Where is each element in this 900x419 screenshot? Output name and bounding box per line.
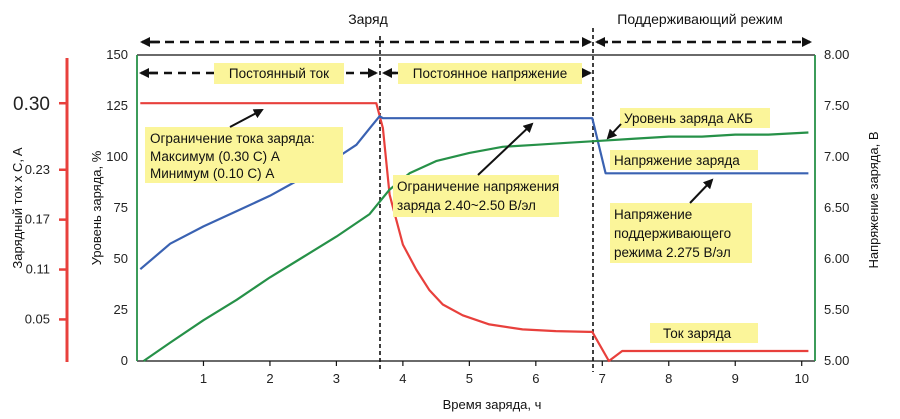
x-tick-label: 7 (599, 371, 606, 386)
level-tick-label: 25 (114, 302, 128, 317)
annotation-float-voltage: Напряжение поддерживающего режима 2.275 … (610, 178, 752, 263)
float-voltage-line-2: поддерживающего (614, 226, 731, 241)
annotation-charge-voltage: Напряжение заряда (610, 150, 758, 170)
level-tick-label: 150 (106, 47, 128, 62)
phase-cv-label: Постоянное напряжение (413, 66, 567, 81)
voltage-tick-label: 8.00 (824, 47, 849, 62)
level-series-line (142, 131, 809, 362)
x-tick-label: 8 (665, 371, 672, 386)
voltage-axis-ticks: 5.00 5.50 6.00 6.50 7.00 7.50 8.00 (824, 47, 849, 368)
current-limit-line-1: Ограничение тока заряда: (150, 131, 315, 146)
voltage-tick-label: 7.00 (824, 149, 849, 164)
x-tick-label: 1 (200, 371, 207, 386)
x-tick-label: 9 (732, 371, 739, 386)
voltage-tick-label: 5.50 (824, 302, 849, 317)
current-axis-ticks: 0.05 0.11 0.17 0.23 0.30 (13, 94, 67, 326)
series-layer (139, 102, 809, 363)
level-tick-label: 75 (114, 200, 128, 215)
header-charge: Заряд (348, 11, 388, 27)
voltage-series-line (139, 115, 809, 271)
annotation-charge-current: Ток заряда (650, 323, 758, 343)
level-axis-title: Уровень заряда, % (89, 150, 104, 265)
voltage-tick-label: 5.00 (824, 353, 849, 368)
x-tick-label: 6 (532, 371, 539, 386)
x-tick-label: 4 (399, 371, 406, 386)
voltage-tick-label: 7.50 (824, 98, 849, 113)
current-series-line (140, 102, 809, 363)
voltage-limit-line-1: Ограничение напряжения (397, 179, 559, 194)
level-tick-label: 0 (121, 353, 128, 368)
level-axis-ticks: 0 25 50 75 100 125 150 (106, 47, 128, 368)
current-limit-line-2: Максимум (0.30 С) А (150, 149, 280, 164)
x-tick-label: 2 (266, 371, 273, 386)
voltage-limit-line-2: заряда 2.40~2.50 В/эл (397, 198, 536, 213)
annotation-current-limit: Ограничение тока заряда: Максимум (0.30 … (145, 109, 343, 183)
header-float: Поддерживающий режим (617, 11, 782, 27)
voltage-tick-label: 6.00 (824, 251, 849, 266)
x-tick-label: 10 (794, 371, 808, 386)
level-tick-label: 50 (114, 251, 128, 266)
charge-voltage-label: Напряжение заряда (614, 153, 740, 168)
level-tick-label: 125 (106, 98, 128, 113)
current-tick-label: 0.23 (25, 162, 50, 177)
x-axis-title: Время заряда, ч (443, 397, 542, 412)
current-axis-title: Зарядный ток x C, A (10, 147, 25, 269)
current-limit-line-3: Минимум (0.10 С) А (150, 166, 274, 181)
charge-current-label: Ток заряда (663, 326, 732, 341)
phase-cc-label: Постоянный ток (229, 66, 329, 81)
annotation-voltage-limit: Ограничение напряжения заряда 2.40~2.50 … (393, 122, 559, 217)
float-voltage-line-1: Напряжение (614, 207, 692, 222)
x-tick-label: 3 (333, 371, 340, 386)
current-tick-label: 0.17 (25, 212, 50, 227)
float-voltage-line-3: режима 2.275 В/эл (614, 245, 731, 260)
voltage-tick-label: 6.50 (824, 200, 849, 215)
voltage-axis-title: Напряжение заряда, В (866, 131, 881, 268)
current-tick-label: 0.05 (25, 311, 50, 326)
x-tick-label: 5 (466, 371, 473, 386)
annotation-battery-level: Уровень заряда АКБ (606, 108, 770, 140)
x-axis-ticks: 1 2 3 4 5 6 7 8 9 10 (200, 361, 809, 386)
plot-frame (136, 54, 816, 362)
current-tick-label-large: 0.30 (13, 94, 50, 115)
battery-level-label: Уровень заряда АКБ (624, 111, 753, 126)
current-tick-label: 0.11 (26, 262, 50, 277)
level-tick-label: 100 (106, 149, 128, 164)
